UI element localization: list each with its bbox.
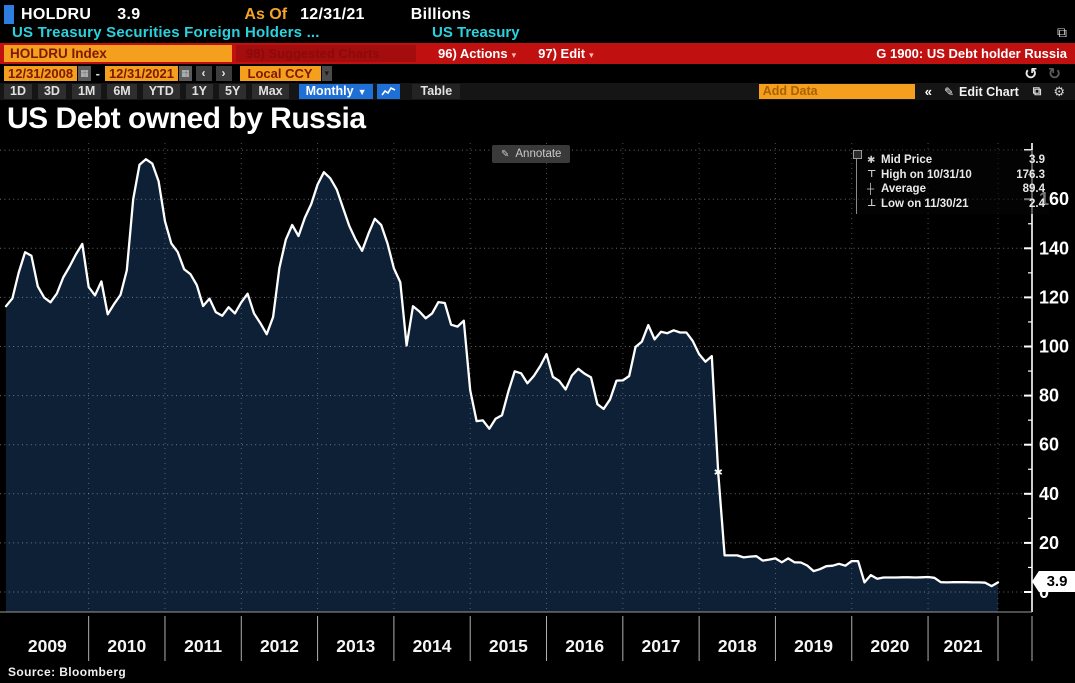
chevron-down-icon: ▾ xyxy=(589,50,594,60)
line-chart-icon[interactable] xyxy=(377,84,401,99)
range-tab-max[interactable]: Max xyxy=(252,84,289,99)
table-button[interactable]: Table xyxy=(412,84,461,99)
y-axis-label: 140 xyxy=(1039,238,1069,258)
source-credit: Source: Bloomberg xyxy=(8,665,127,679)
copy-icon[interactable]: ⧉ xyxy=(1032,84,1042,98)
x-axis-year-label: 2017 xyxy=(642,636,681,656)
calendar-icon[interactable]: ▦ xyxy=(78,66,91,81)
pencil-icon: ✎ xyxy=(943,84,955,99)
prev-period-button[interactable]: ‹ xyxy=(195,66,212,81)
currency-select[interactable]: Local CCY xyxy=(239,66,321,81)
chart-title: US Debt owned by Russia xyxy=(7,102,366,135)
mid-price-marker-icon: ✱ xyxy=(867,154,876,166)
range-tab-5y[interactable]: 5Y xyxy=(219,84,247,99)
y-axis-label: 60 xyxy=(1039,435,1059,455)
x-axis-year-label: 2015 xyxy=(489,636,528,656)
legend-row-high: ⊤ High on 10/31/10 176.3 xyxy=(867,168,1045,181)
x-axis-year-label: 2021 xyxy=(944,636,983,656)
range-tab-1y[interactable]: 1Y xyxy=(185,84,214,99)
y-axis-label: 20 xyxy=(1039,533,1059,553)
low-marker-icon: ⊥ xyxy=(867,198,877,210)
y-axis-label: 0 xyxy=(1039,582,1049,602)
x-axis-year-label: 2016 xyxy=(565,636,604,656)
suggested-charts-button[interactable]: 98) Suggested Charts xyxy=(236,45,416,62)
header-line1: HOLDRU 3.9 As Of 12/31/21 Billions xyxy=(4,5,471,24)
x-axis-year-label: 2009 xyxy=(28,636,67,656)
range-toolbar: 1D 3D 1M 6M YTD 1Y 5Y Max Monthly ▼ Table… xyxy=(0,83,1075,100)
security-subtitle: US Treasury Securities Foreign Holders .… xyxy=(12,24,320,41)
command-bar: HOLDRU Index 98) Suggested Charts 96) Ac… xyxy=(0,43,1075,64)
legend-row-low: ⊥ Low on 11/30/21 2.4 xyxy=(867,197,1045,210)
chevron-down-icon: ▾ xyxy=(511,50,517,60)
date-toolbar: 12/31/2008 ▦ - 12/31/2021 ▦ ‹ › Local CC… xyxy=(0,64,1075,83)
chevron-down-icon[interactable]: ▾ xyxy=(321,66,333,81)
period-select[interactable]: Monthly ▼ xyxy=(298,84,374,99)
y-axis-label: 40 xyxy=(1039,484,1059,504)
edit-chart-button[interactable]: ✎ Edit Chart xyxy=(943,84,1019,99)
range-tab-ytd[interactable]: YTD xyxy=(142,84,180,99)
high-marker-icon: ⊤ xyxy=(867,169,877,181)
x-axis-year-label: 2011 xyxy=(184,636,222,656)
last-price-badge: 3.9 xyxy=(1032,571,1075,592)
pencil-icon: ✎ xyxy=(501,148,510,160)
x-axis-year-label: 2013 xyxy=(336,636,375,656)
add-data-input[interactable]: Add Data xyxy=(758,84,915,99)
cursor-bar-icon xyxy=(4,5,14,24)
edit-menu-button[interactable]: 97) Edit ▾ xyxy=(538,46,594,61)
date-range-separator: - xyxy=(95,66,100,81)
average-marker-icon: ┼ xyxy=(867,183,875,195)
chevron-down-icon: ▼ xyxy=(357,87,367,97)
x-axis-year-label: 2010 xyxy=(107,636,146,656)
chart-legend: ✱ Mid Price 3.9 ⊤ High on 10/31/10 176.3… xyxy=(853,150,1049,214)
actions-menu-button[interactable]: 96) Actions ▾ xyxy=(438,46,517,61)
x-axis-year-label: 2014 xyxy=(413,636,452,656)
range-tab-6m[interactable]: 6M xyxy=(107,84,137,99)
calendar-icon[interactable]: ▦ xyxy=(179,66,192,81)
next-period-button[interactable]: › xyxy=(215,66,232,81)
last-value: 3.9 xyxy=(117,5,141,23)
x-axis-year-label: 2012 xyxy=(260,636,299,656)
window-icon[interactable]: ⧉ xyxy=(1057,24,1067,40)
data-point-marker-icon: ✱ xyxy=(714,467,723,479)
as-of-label: As Of xyxy=(244,5,288,23)
x-axis-year-label: 2019 xyxy=(794,636,833,656)
redo-icon[interactable]: ↻ xyxy=(1047,65,1061,83)
range-tab-1m[interactable]: 1M xyxy=(71,84,102,99)
as-of-date: 12/31/21 xyxy=(300,5,365,23)
y-axis-label: 120 xyxy=(1039,287,1069,307)
y-axis-label: 100 xyxy=(1039,337,1069,357)
chart-function-title: G 1900: US Debt holder Russia xyxy=(876,46,1067,61)
units-label: Billions xyxy=(410,5,471,23)
range-tab-3d[interactable]: 3D xyxy=(37,84,66,99)
date-from-input[interactable]: 12/31/2008 xyxy=(4,66,78,81)
collapse-icon[interactable]: « xyxy=(924,84,932,99)
range-tab-1d[interactable]: 1D xyxy=(4,84,32,99)
ticker: HOLDRU xyxy=(21,5,92,23)
x-axis-year-label: 2020 xyxy=(870,636,909,656)
gear-icon[interactable]: ⚙ xyxy=(1053,83,1065,99)
area-fill xyxy=(6,159,998,612)
legend-row-mid-price: ✱ Mid Price 3.9 xyxy=(867,154,1045,167)
security-field[interactable]: HOLDRU Index xyxy=(4,45,232,62)
security-subtitle-right: US Treasury xyxy=(432,24,520,41)
y-axis-label: 80 xyxy=(1039,386,1059,406)
annotate-button[interactable]: ✎ Annotate xyxy=(492,145,571,163)
undo-icon[interactable]: ↺ xyxy=(1024,65,1038,83)
price-line xyxy=(4,158,1000,588)
legend-row-average: ┼ Average 89.4 xyxy=(867,183,1045,196)
date-to-input[interactable]: 12/31/2021 xyxy=(104,66,179,81)
x-axis-year-label: 2018 xyxy=(718,636,757,656)
terminal-header: HOLDRU 3.9 As Of 12/31/21 Billions US Tr… xyxy=(0,0,1075,43)
